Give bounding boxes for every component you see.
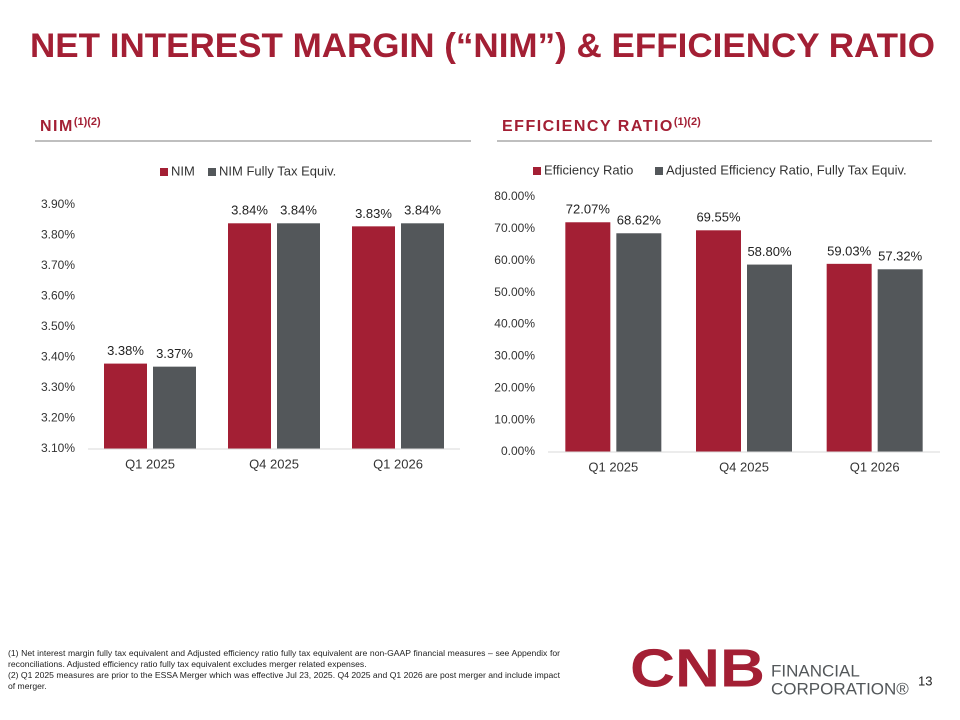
bar [616,233,662,452]
value-label: 57.32% [878,249,923,264]
legend-label: Adjusted Efficiency Ratio, Fully Tax Equ… [666,162,907,177]
logo-mark: CNB [630,638,765,698]
bar [104,363,147,449]
value-label: 3.84% [231,203,268,218]
y-tick-label: 3.40% [41,350,75,364]
value-label: 72.07% [566,202,611,217]
y-tick-label: 0.00% [501,444,535,458]
value-label: 3.38% [107,343,144,358]
bar [747,264,792,452]
value-label: 69.55% [696,210,741,225]
y-tick-label: 50.00% [494,285,535,299]
bar [277,223,320,449]
panel-title-note: (1)(2) [674,116,701,128]
legend-swatch [655,167,663,175]
value-label: 3.84% [404,203,441,218]
panel-title: EFFICIENCY RATIO(1)(2) [502,116,701,135]
x-tick-label: Q1 2025 [125,456,175,471]
footnote: (1) Net interest margin fully tax equiva… [8,648,560,669]
footnote: (2) Q1 2025 measures are prior to the ES… [8,670,560,691]
y-tick-label: 3.50% [41,319,75,333]
legend-label: NIM [171,163,195,178]
y-tick-label: 60.00% [494,253,535,267]
y-tick-label: 40.00% [494,317,535,331]
y-tick-label: 3.20% [41,411,75,425]
legend-label: NIM Fully Tax Equiv. [219,163,336,178]
legend-swatch [533,167,541,175]
bar [153,366,196,449]
y-tick-label: 3.80% [41,228,75,242]
x-tick-label: Q4 2025 [719,459,769,474]
legend-swatch [160,168,168,176]
x-tick-label: Q1 2026 [373,456,423,471]
value-label: 59.03% [827,243,872,258]
y-tick-label: 30.00% [494,349,535,363]
y-tick-label: 10.00% [494,412,535,426]
y-tick-label: 20.00% [494,380,535,394]
value-label: 3.83% [355,206,392,221]
y-tick-label: 80.00% [494,189,535,203]
x-tick-label: Q4 2025 [249,456,299,471]
x-tick-label: Q1 2026 [850,459,900,474]
bar [228,223,271,449]
panel-title-note: (1)(2) [74,116,101,128]
bar [401,223,444,449]
panel-title: NIM(1)(2) [40,116,101,135]
value-label: 68.62% [617,213,662,228]
panel-title-text: NIM [40,118,74,135]
logo-text: FINANCIAL [771,661,860,680]
legend-label: Efficiency Ratio [544,162,633,177]
y-tick-label: 70.00% [494,221,535,235]
y-tick-label: 3.70% [41,258,75,272]
bar [565,222,611,452]
y-tick-label: 3.60% [41,289,75,303]
bar [696,230,741,452]
y-tick-label: 3.30% [41,380,75,394]
footnotes: (1) Net interest margin fully tax equiva… [8,648,560,692]
value-label: 3.84% [280,203,317,218]
bar [352,226,395,449]
page-number: 13 [918,673,932,688]
x-tick-label: Q1 2025 [588,459,638,474]
panel-title-text: EFFICIENCY RATIO [502,118,674,135]
y-tick-label: 3.90% [41,197,75,211]
logo-text: CORPORATION® [771,679,909,698]
y-tick-label: 3.10% [41,441,75,455]
value-label: 58.80% [747,244,792,259]
legend-swatch [208,168,216,176]
bar [826,263,872,452]
bar [877,269,923,452]
slide-title: NET INTEREST MARGIN (“NIM”) & EFFICIENCY… [30,27,935,65]
value-label: 3.37% [156,346,193,361]
